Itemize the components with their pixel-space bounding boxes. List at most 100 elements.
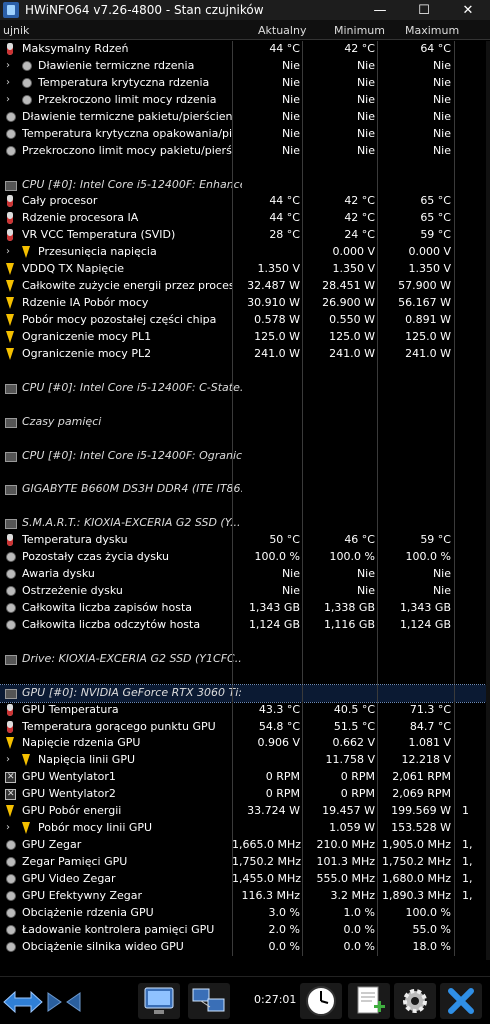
- maximize-button[interactable]: ☐: [418, 2, 430, 18]
- expand-chevron-icon[interactable]: ›: [6, 754, 10, 766]
- add-report-icon[interactable]: [348, 983, 390, 1019]
- minimize-button[interactable]: —: [373, 2, 387, 18]
- network-icon[interactable]: [188, 983, 230, 1019]
- sensor-group-row[interactable]: CPU [#0]: Intel Core i5-12400F: Ogranic.…: [0, 447, 490, 465]
- column-separator: [454, 464, 455, 482]
- clock-reset-icon[interactable]: [300, 983, 342, 1019]
- sensor-row[interactable]: Obciążenie silnika wideo GPU 0.0 % 0.0 % 18…: [0, 938, 490, 956]
- sensor-group-row[interactable]: CPU [#0]: Intel Core i5-12400F: C-State.…: [0, 379, 490, 397]
- maximum-value: 55.0 %: [412, 922, 451, 936]
- minimum-value: 28.451 W: [322, 279, 375, 293]
- close-button[interactable]: ✕: [462, 2, 474, 18]
- expand-chevron-icon[interactable]: ›: [6, 59, 10, 71]
- sensor-name: GPU Wentylator1: [22, 770, 116, 784]
- sensor-row[interactable]: GPU Wentylator2 0 RPM 0 RPM 2,069 RPM: [0, 786, 490, 803]
- switch-view-arrows-icon[interactable]: [2, 987, 44, 1017]
- clock-icon: [6, 941, 16, 952]
- sensor-row[interactable]: Maksymalny Rdzeń 44 °C 42 °C 64 °C: [0, 41, 490, 58]
- sensor-row[interactable]: VR VCC Temperatura (SVID) 28 °C 24 °C 59 °C: [0, 227, 490, 245]
- col-current[interactable]: Aktualny: [258, 24, 307, 37]
- expand-chevron-icon[interactable]: ›: [6, 822, 10, 834]
- sensor-group-row[interactable]: GIGABYTE B660M DS3H DDR4 (ITE IT86...: [0, 481, 490, 499]
- settings-gear-icon[interactable]: [394, 983, 436, 1019]
- sensor-name: Obciążenie silnika wideo GPU: [22, 939, 184, 953]
- sensor-row[interactable]: › Napięcia linii GPU 11.758 V 12.218 V: [0, 752, 490, 770]
- sensor-row[interactable]: GPU Zegar 1,665.0 MHz 210.0 MHz 1,905.0 MHz…: [0, 837, 490, 854]
- sensor-row[interactable]: Cały procesor 44 °C 42 °C 65 °C: [0, 193, 490, 211]
- column-separator: [302, 176, 303, 194]
- column-separator: [454, 312, 455, 329]
- sensor-row[interactable]: GPU Efektywny Zegar 116.3 MHz 3.2 MHz 1,890…: [0, 887, 490, 905]
- col-minimum[interactable]: Minimum: [334, 24, 385, 37]
- sensor-row[interactable]: › Dławienie termiczne rdzenia Nie Nie Nie: [0, 57, 490, 75]
- column-separator: [454, 57, 455, 75]
- column-separator: [454, 820, 455, 838]
- monitor-icon[interactable]: [138, 983, 180, 1019]
- sensor-row[interactable]: Całkowita liczba odczytów hosta 1,124 GB 1…: [0, 616, 490, 634]
- sensor-row[interactable]: Napięcie rdzenia GPU 0.906 V 0.662 V 1.081 …: [0, 735, 490, 753]
- group-label: CPU [#0]: Intel Core i5-12400F: C-State.…: [22, 380, 242, 394]
- col-sensor[interactable]: ujnik: [3, 24, 30, 37]
- expand-chevron-icon[interactable]: ›: [6, 246, 10, 258]
- clock-icon: [6, 145, 16, 156]
- column-separator: [454, 616, 455, 634]
- sensor-row[interactable]: Ostrzeżenie dysku Nie Nie Nie: [0, 583, 490, 600]
- column-separator: [232, 328, 233, 346]
- sensor-group-row[interactable]: S.M.A.R.T.: KIOXIA-EXCERIA G2 SSD (Y...: [0, 515, 490, 533]
- sensor-row[interactable]: Całkowita liczba zapisów hosta 1,343 GB 1,…: [0, 599, 490, 617]
- column-separator: [377, 413, 378, 431]
- sensor-row[interactable]: Ograniczenie mocy PL2 241.0 W 241.0 W 241.0…: [0, 345, 490, 363]
- sensor-group-row[interactable]: GPU [#0]: NVIDIA GeForce RTX 3060 Ti:: [0, 683, 490, 703]
- sensor-row[interactable]: › Przesunięcia napięcia 0.000 V 0.000 V: [0, 244, 490, 262]
- maximum-value: 0.000 V: [408, 245, 451, 259]
- column-separator: [377, 701, 378, 719]
- sensor-row[interactable]: Obciążenie rdzenia GPU 3.0 % 1.0 % 100.0 %: [0, 904, 490, 922]
- sensor-row[interactable]: Rdzenie procesora IA 44 °C 42 °C 65 °C: [0, 210, 490, 228]
- sensor-group-row[interactable]: Czasy pamięci: [0, 413, 490, 431]
- sensor-row[interactable]: Pozostały czas życia dysku 100.0 % 100.0 %…: [0, 549, 490, 567]
- bolt-icon: [6, 347, 14, 360]
- sensor-row[interactable]: VDDQ TX Napięcie 1.350 V 1.350 V 1.350 V: [0, 261, 490, 279]
- sensor-name: Napięcia linii GPU: [38, 753, 136, 767]
- sensor-row[interactable]: Zegar Pamięci GPU 1,750.2 MHz 101.3 MHz 1,7…: [0, 854, 490, 871]
- sensor-row[interactable]: › Przekroczono limit mocy rdzenia Nie Nie Ni…: [0, 91, 490, 109]
- expand-chevron-icon[interactable]: ›: [6, 93, 10, 105]
- sensor-row[interactable]: Całkowite zużycie energii przez procesor…: [0, 278, 490, 296]
- sensor-row[interactable]: GPU Video Zegar 1,455.0 MHz 555.0 MHz 1,680…: [0, 870, 490, 888]
- layout-arrows-icon[interactable]: [46, 987, 82, 1017]
- sensor-row[interactable]: › Temperatura krytyczna rdzenia Nie Nie Nie: [0, 74, 490, 92]
- current-value: 0.906 V: [257, 736, 300, 750]
- minimum-value: Nie: [356, 584, 375, 597]
- sensor-row[interactable]: Rdzenie IA Pobór mocy 30.910 W 26.900 W 56.…: [0, 295, 490, 312]
- sensor-row[interactable]: Temperatura krytyczna opakowania/pier...…: [0, 125, 490, 143]
- sensor-group-row[interactable]: Drive: KIOXIA-EXCERIA G2 SSD (Y1CFC...: [0, 650, 490, 668]
- clock-icon: [6, 619, 16, 630]
- sensor-row[interactable]: GPU Temperatura 43.3 °C 40.5 °C 71.3 °C: [0, 701, 490, 719]
- sensor-row[interactable]: Ładowanie kontrolera pamięci GPU 2.0 % 0.0…: [0, 921, 490, 939]
- sensor-row[interactable]: GPU Wentylator1 0 RPM 0 RPM 2,061 RPM: [0, 769, 490, 786]
- sensor-row[interactable]: Dławienie termiczne pakietu/pierścienia N…: [0, 108, 490, 126]
- minimum-value: 101.3 MHz: [316, 855, 375, 868]
- sensor-row[interactable]: Temperatura gorącego punktu GPU 54.8 °C 51…: [0, 718, 490, 736]
- sensor-row[interactable]: GPU Pobór energii 33.724 W 19.457 W 199.569…: [0, 803, 490, 821]
- scrollbar[interactable]: [486, 41, 490, 960]
- maximum-value: 241.0 W: [405, 346, 451, 360]
- exit-icon[interactable]: [440, 983, 482, 1019]
- window-title: HWiNFO64 v7.26-4800 - Stan czujników: [25, 3, 264, 17]
- sensor-row[interactable]: Temperatura dysku 50 °C 46 °C 59 °C: [0, 532, 490, 550]
- sensor-row[interactable]: Pobór mocy pozostałej części chipa 0.578 …: [0, 312, 490, 329]
- sensor-group-row[interactable]: CPU [#0]: Intel Core i5-12400F: Enhanced: [0, 176, 490, 194]
- sensor-name: Pobór mocy linii GPU: [38, 821, 153, 835]
- column-separator: [377, 159, 378, 177]
- maximum-value: 1.081 V: [408, 736, 451, 750]
- expand-chevron-icon[interactable]: ›: [6, 76, 10, 88]
- col-maximum[interactable]: Maximum: [405, 24, 460, 37]
- sensor-row[interactable]: Awaria dysku Nie Nie Nie: [0, 566, 490, 583]
- column-separator: [454, 261, 455, 279]
- sensor-row[interactable]: Przekroczono limit mocy pakietu/pierście…: [0, 142, 490, 160]
- bolt-icon: [22, 822, 30, 835]
- sensor-row[interactable]: Ograniczenie mocy PL1 125.0 W 125.0 W 125.0…: [0, 328, 490, 346]
- minimum-value: Nie: [356, 126, 375, 140]
- column-separator: [377, 57, 378, 75]
- sensor-row[interactable]: › Pobór mocy linii GPU 1.059 W 153.528 W: [0, 820, 490, 838]
